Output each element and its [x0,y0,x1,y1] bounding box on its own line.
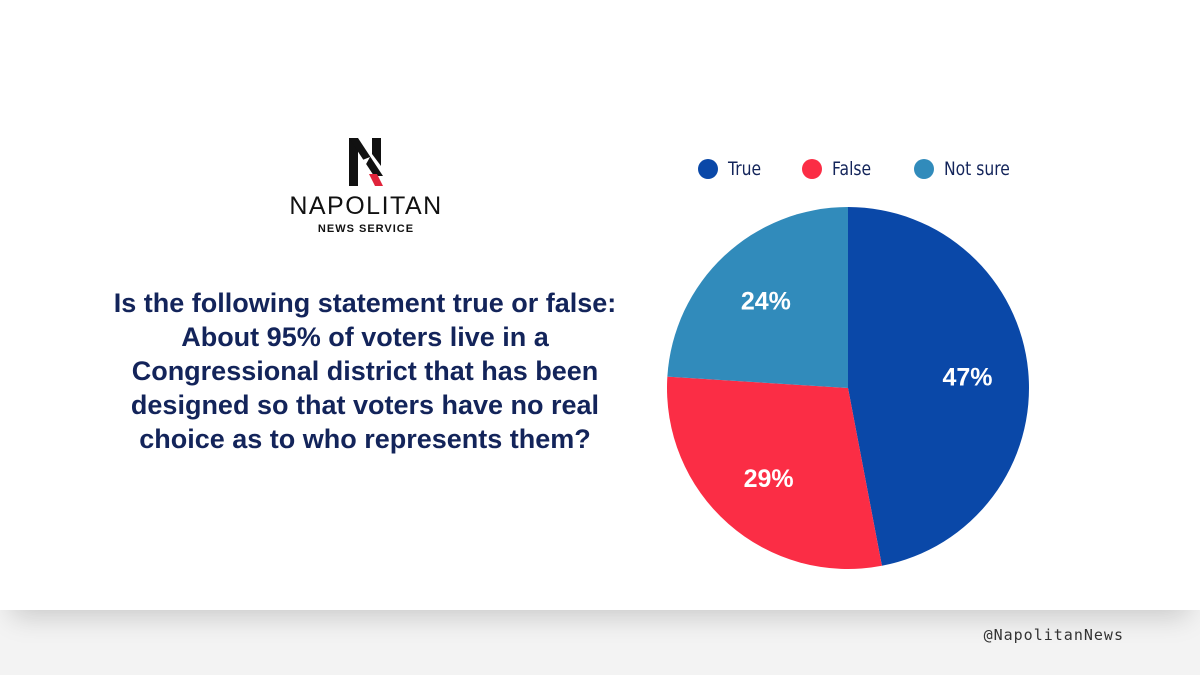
social-handle: @NapolitanNews [983,626,1124,644]
pie-slice-true [848,207,1029,566]
legend-swatch-false [802,159,823,179]
pie-slices [667,207,1029,569]
legend-swatch-not-sure [914,159,935,179]
chart-legend: True False Not sure [698,158,1058,180]
pie-slice-false [667,376,882,569]
pie-data-labels: 47% 29% 24% [741,288,993,493]
napolitan-logo: NAPOLITAN NEWS SERVICE [276,136,456,235]
pie-label-false: 29% [744,465,794,493]
legend-label-true: True [728,158,762,180]
pie-label-true: 47% [942,364,992,392]
chart-card: NAPOLITAN NEWS SERVICE Is the following … [0,0,1200,610]
pie-slice-not-sure [667,207,848,388]
survey-question: Is the following statement true or false… [113,288,617,454]
pie-chart: 47% 29% 24% [667,207,1029,569]
legend-swatch-true [698,159,718,179]
brand-name: NAPOLITAN [289,192,443,220]
legend-label-false: False [832,158,872,180]
legend-label-not-sure: Not sure [944,158,1010,180]
legend-item-true: True [698,158,768,180]
brand-subtitle: NEWS SERVICE [317,223,415,235]
pie-label-not-sure: 24% [741,288,791,316]
legend-item-not-sure: Not sure [914,158,1024,180]
legend-item-false: False [802,158,880,180]
napolitan-n-logo-icon [349,138,383,186]
